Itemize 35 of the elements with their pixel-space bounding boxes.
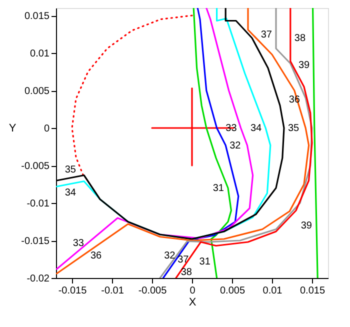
- annotation: 39: [300, 220, 312, 232]
- y-tick-label: -0.02: [26, 274, 50, 284]
- y-tick-label: 0.015: [24, 11, 50, 22]
- annotation: 37: [260, 29, 272, 40]
- x-axis-title: X: [188, 296, 197, 308]
- y-tick-label: -0.015: [21, 236, 50, 247]
- x-tick-label: 0.015: [300, 286, 326, 296]
- y-tick-label: -0.005: [21, 161, 50, 172]
- x-tick-label: 0.01: [262, 286, 283, 296]
- y-tick-label: 0.01: [30, 48, 50, 60]
- annotation: 36: [90, 250, 102, 262]
- annotation: 35: [64, 164, 76, 176]
- annotation: 34: [250, 123, 262, 134]
- y-tick-label: 0: [44, 124, 50, 134]
- line-series: [162, 8, 240, 278]
- annotation: 31: [212, 183, 224, 194]
- x-tick-label: 0: [190, 286, 196, 296]
- annotation: 38: [180, 267, 192, 278]
- annotation: 38: [294, 33, 306, 44]
- x-tick-label: -0.015: [58, 286, 88, 296]
- y-tick-label: -0.01: [26, 198, 50, 210]
- x-tick-label: -0.005: [138, 286, 168, 296]
- annotation: 35: [288, 123, 300, 134]
- x-tick-label: -0.01: [101, 286, 124, 296]
- annotation: 33: [72, 238, 84, 249]
- annotation: 39: [298, 60, 310, 71]
- y-axis-title: Y: [8, 122, 17, 134]
- annotation: 32: [164, 250, 176, 262]
- line-series: [56, 8, 310, 274]
- annotation: 34: [64, 188, 76, 198]
- annotation: 32: [230, 140, 242, 152]
- x-tick-label: 0.005: [220, 286, 246, 296]
- y-tick-label: 0.005: [24, 86, 50, 97]
- annotation: 37: [178, 254, 190, 266]
- annotation: 31: [199, 256, 211, 268]
